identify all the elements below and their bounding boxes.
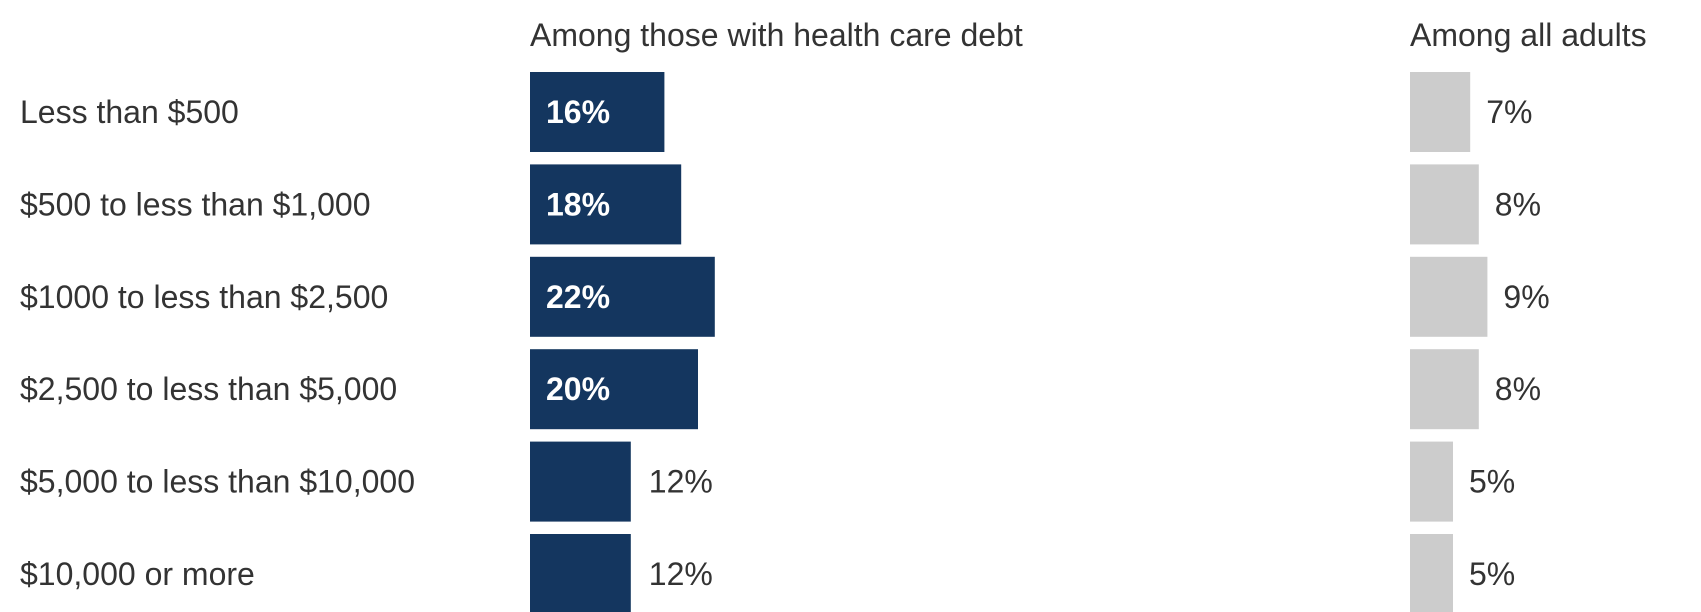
category-label: Less than $500 (20, 94, 239, 130)
series-title: Among all adults (1410, 17, 1647, 53)
bar (530, 256, 715, 337)
category-label: $1000 to less than $2,500 (20, 279, 388, 315)
category-label: $5,000 to less than $10,000 (20, 464, 415, 500)
data-label: 9% (1503, 279, 1549, 315)
data-label: 5% (1469, 556, 1515, 592)
data-label: 18% (546, 186, 610, 222)
data-label: 7% (1486, 94, 1532, 130)
category-label: $2,500 to less than $5,000 (20, 371, 397, 407)
bar (530, 72, 665, 152)
bar (1410, 534, 1453, 612)
data-label: 16% (546, 94, 610, 130)
data-label: 12% (649, 556, 713, 592)
bar (1410, 164, 1479, 245)
bar (1410, 256, 1488, 337)
bar (1410, 72, 1471, 152)
series-title: Among those with health care debt (530, 17, 1023, 53)
bar (530, 441, 631, 522)
data-label: 8% (1495, 186, 1541, 222)
category-label: $10,000 or more (20, 556, 255, 592)
data-label: 12% (649, 464, 713, 500)
bar (1410, 441, 1453, 522)
data-label: 22% (546, 279, 610, 315)
bar (530, 534, 631, 612)
bar (1410, 349, 1479, 430)
data-label: 8% (1495, 371, 1541, 407)
category-label: $500 to less than $1,000 (20, 186, 371, 222)
bar (530, 349, 698, 430)
data-label: 20% (546, 371, 610, 407)
bar (530, 164, 682, 245)
data-label: 5% (1469, 464, 1515, 500)
